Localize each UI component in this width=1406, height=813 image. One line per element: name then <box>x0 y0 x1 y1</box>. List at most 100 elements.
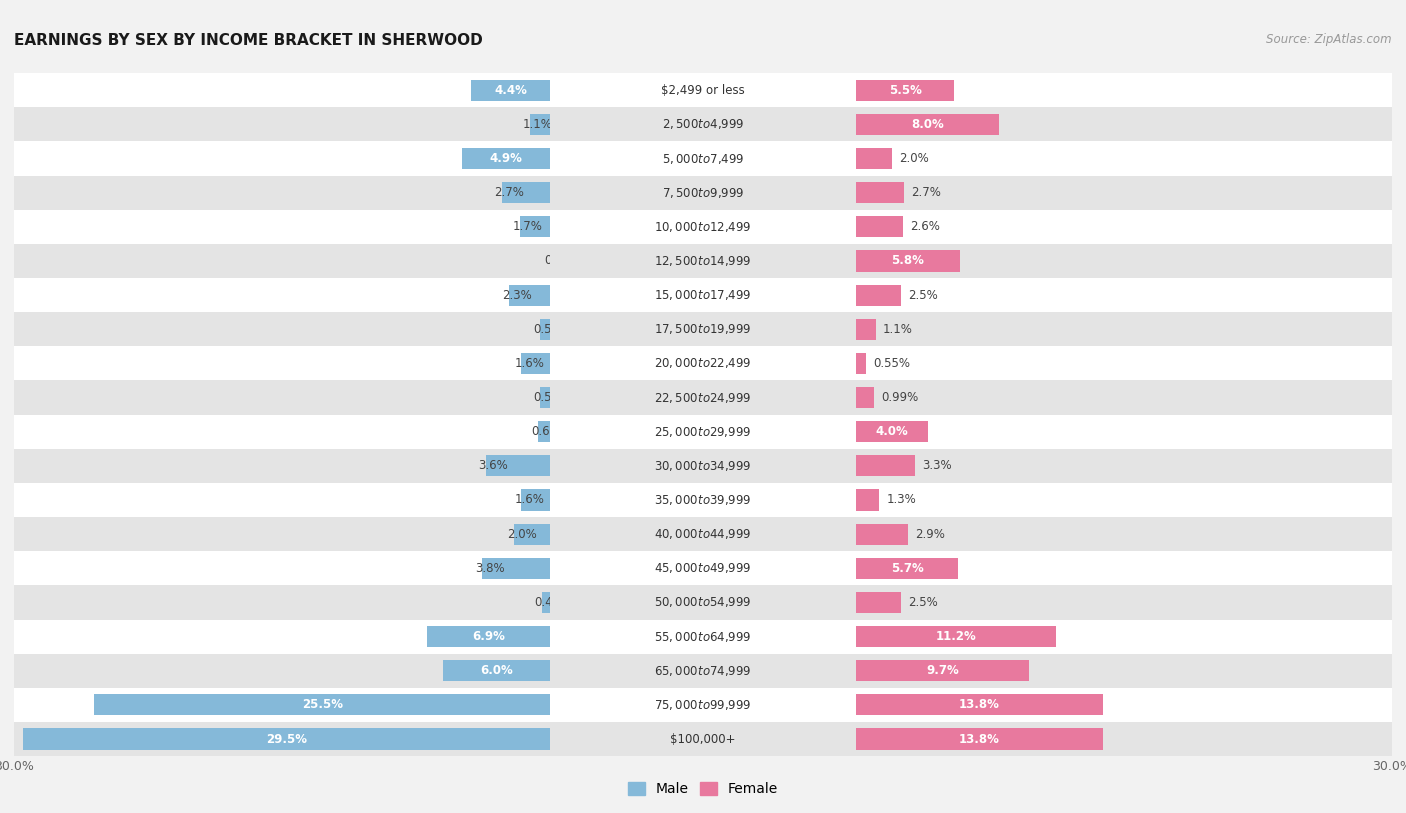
Text: $75,000 to $99,999: $75,000 to $99,999 <box>654 698 752 712</box>
Bar <box>550 210 856 244</box>
Text: $65,000 to $74,999: $65,000 to $74,999 <box>654 663 752 678</box>
Text: 6.0%: 6.0% <box>479 664 513 677</box>
Bar <box>14 722 550 756</box>
Text: 2.6%: 2.6% <box>910 220 939 233</box>
Bar <box>550 620 856 654</box>
Bar <box>856 285 901 306</box>
Text: $2,500 to $4,999: $2,500 to $4,999 <box>662 117 744 132</box>
Text: 0.64%: 0.64% <box>531 425 568 438</box>
Text: 3.3%: 3.3% <box>922 459 952 472</box>
Text: $25,000 to $29,999: $25,000 to $29,999 <box>654 424 752 439</box>
Bar <box>550 483 856 517</box>
Text: 0.55%: 0.55% <box>873 357 910 370</box>
Bar <box>14 141 550 176</box>
Text: 1.3%: 1.3% <box>886 493 917 506</box>
Bar <box>520 216 550 237</box>
Text: 2.3%: 2.3% <box>502 289 531 302</box>
Text: 5.5%: 5.5% <box>889 84 922 97</box>
Bar <box>522 489 550 511</box>
Text: $30,000 to $34,999: $30,000 to $34,999 <box>654 459 752 473</box>
Bar <box>550 244 856 278</box>
Bar <box>856 319 876 340</box>
Bar <box>856 278 1392 312</box>
Bar <box>14 380 550 415</box>
Text: 29.5%: 29.5% <box>266 733 307 746</box>
Bar <box>540 387 550 408</box>
Bar <box>856 380 1392 415</box>
Bar <box>550 654 856 688</box>
Bar <box>856 626 1056 647</box>
Text: 0.46%: 0.46% <box>534 596 572 609</box>
Text: 2.9%: 2.9% <box>915 528 945 541</box>
Text: 1.6%: 1.6% <box>515 357 544 370</box>
Bar <box>856 250 960 272</box>
Text: $50,000 to $54,999: $50,000 to $54,999 <box>654 595 752 610</box>
Bar <box>550 176 856 210</box>
Text: EARNINGS BY SEX BY INCOME BRACKET IN SHERWOOD: EARNINGS BY SEX BY INCOME BRACKET IN SHE… <box>14 33 482 47</box>
Text: $35,000 to $39,999: $35,000 to $39,999 <box>654 493 752 507</box>
Bar <box>14 517 550 551</box>
Bar <box>14 210 550 244</box>
Bar <box>14 620 550 654</box>
Bar <box>14 551 550 585</box>
Text: 3.8%: 3.8% <box>475 562 505 575</box>
Text: 1.1%: 1.1% <box>523 118 553 131</box>
Text: 2.5%: 2.5% <box>908 289 938 302</box>
Bar <box>14 73 550 107</box>
Text: 1.6%: 1.6% <box>515 493 544 506</box>
Text: $45,000 to $49,999: $45,000 to $49,999 <box>654 561 752 576</box>
Text: 9.7%: 9.7% <box>927 664 959 677</box>
Bar <box>856 585 1392 620</box>
Text: 2.7%: 2.7% <box>495 186 524 199</box>
Text: 1.1%: 1.1% <box>883 323 912 336</box>
Bar <box>856 210 1392 244</box>
Bar <box>550 415 856 449</box>
Text: 1.7%: 1.7% <box>512 220 543 233</box>
Bar <box>14 654 550 688</box>
Bar <box>550 141 856 176</box>
Bar <box>14 312 550 346</box>
Bar <box>14 278 550 312</box>
Bar <box>856 524 908 545</box>
Text: 2.0%: 2.0% <box>898 152 929 165</box>
Text: 4.4%: 4.4% <box>494 84 527 97</box>
Bar <box>856 353 866 374</box>
Text: 25.5%: 25.5% <box>302 698 343 711</box>
Bar <box>856 449 1392 483</box>
Bar <box>550 449 856 483</box>
Text: 2.0%: 2.0% <box>508 528 537 541</box>
Text: $20,000 to $22,499: $20,000 to $22,499 <box>654 356 752 371</box>
Text: $15,000 to $17,499: $15,000 to $17,499 <box>654 288 752 302</box>
Text: $55,000 to $64,999: $55,000 to $64,999 <box>654 629 752 644</box>
Bar <box>856 148 891 169</box>
Bar <box>522 353 550 374</box>
Bar <box>14 244 550 278</box>
Bar <box>550 722 856 756</box>
Text: 3.6%: 3.6% <box>478 459 508 472</box>
Bar <box>485 455 550 476</box>
Bar <box>856 654 1392 688</box>
Text: $5,000 to $7,499: $5,000 to $7,499 <box>662 151 744 166</box>
Bar <box>550 312 856 346</box>
Bar <box>14 688 550 722</box>
Text: 0.55%: 0.55% <box>533 323 569 336</box>
Bar <box>856 80 955 101</box>
Bar <box>538 421 550 442</box>
Bar <box>550 107 856 141</box>
Bar <box>856 620 1392 654</box>
Bar <box>856 592 901 613</box>
Bar <box>502 182 550 203</box>
Legend: Male, Female: Male, Female <box>623 777 783 802</box>
Bar <box>856 694 1102 715</box>
Bar <box>856 216 903 237</box>
Text: $12,500 to $14,999: $12,500 to $14,999 <box>654 254 752 268</box>
Text: $2,499 or less: $2,499 or less <box>661 84 745 97</box>
Bar <box>856 551 1392 585</box>
Bar <box>856 415 1392 449</box>
Bar <box>14 449 550 483</box>
Bar <box>22 728 550 750</box>
Bar <box>856 517 1392 551</box>
Bar <box>14 346 550 380</box>
Bar <box>856 182 904 203</box>
Text: 11.2%: 11.2% <box>936 630 977 643</box>
